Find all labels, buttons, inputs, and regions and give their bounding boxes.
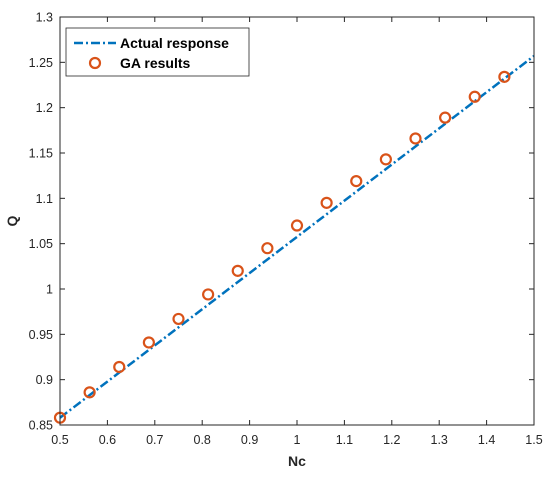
legend-marker-sample xyxy=(88,56,102,70)
ga-result-point xyxy=(290,219,304,232)
y-tick-label: 0.85 xyxy=(29,419,53,433)
ga-result-point xyxy=(83,386,96,399)
y-axis-title: Q xyxy=(4,215,20,226)
ga-result-point xyxy=(409,132,422,145)
ga-result-point xyxy=(261,242,274,255)
ga-result-point xyxy=(202,288,215,301)
series-layer xyxy=(53,54,535,424)
ga-result-point xyxy=(231,264,244,277)
ga-result-point xyxy=(468,90,481,103)
legend: Actual response GA results xyxy=(65,27,250,77)
x-tick-label: 0.7 xyxy=(146,433,163,447)
y-tick-label: 1 xyxy=(46,283,53,297)
x-tick-label: 1.4 xyxy=(478,433,495,447)
y-tick-label: 0.95 xyxy=(29,328,53,342)
y-tick-label: 1.3 xyxy=(36,11,53,25)
y-tick-label: 1.1 xyxy=(36,192,53,206)
ga-result-point xyxy=(439,111,452,124)
x-axis-title: Nc xyxy=(288,453,306,469)
y-tick-label: 1.25 xyxy=(29,56,53,70)
legend-label-actual-response: Actual response xyxy=(120,35,229,51)
ga-result-point xyxy=(172,312,185,326)
ga-result-point xyxy=(498,70,511,83)
axis-ticks: 0.5 0.6 0.7 0.8 0.9 1 1.1 1.2 1.3 1.4 1.5 0.85 0.9 0.… xyxy=(29,11,543,448)
x-tick-label: 1 xyxy=(294,433,301,447)
ga-result-point xyxy=(113,360,126,374)
x-tick-label: 1.3 xyxy=(431,433,448,447)
ga-result-point xyxy=(320,196,333,209)
ga-result-point xyxy=(142,336,155,349)
actual-response-line xyxy=(59,54,535,419)
y-tick-label: 1.2 xyxy=(36,101,53,115)
plot-frame xyxy=(59,16,535,426)
x-tick-label: 1.1 xyxy=(336,433,353,447)
x-tick-label: 0.9 xyxy=(241,433,258,447)
ga-result-point xyxy=(350,175,363,188)
x-tick-label: 0.8 xyxy=(194,433,211,447)
y-tick-label: 1.05 xyxy=(29,237,53,251)
y-tick-label: 0.9 xyxy=(36,373,53,387)
x-tick-label: 1.2 xyxy=(383,433,400,447)
ga-result-point xyxy=(379,153,392,166)
y-tick-label: 1.15 xyxy=(29,147,53,161)
x-tick-label: 0.5 xyxy=(51,433,68,447)
x-tick-label: 1.5 xyxy=(525,433,542,447)
legend-label-ga-results: GA results xyxy=(120,55,190,71)
x-tick-label: 0.6 xyxy=(99,433,116,447)
